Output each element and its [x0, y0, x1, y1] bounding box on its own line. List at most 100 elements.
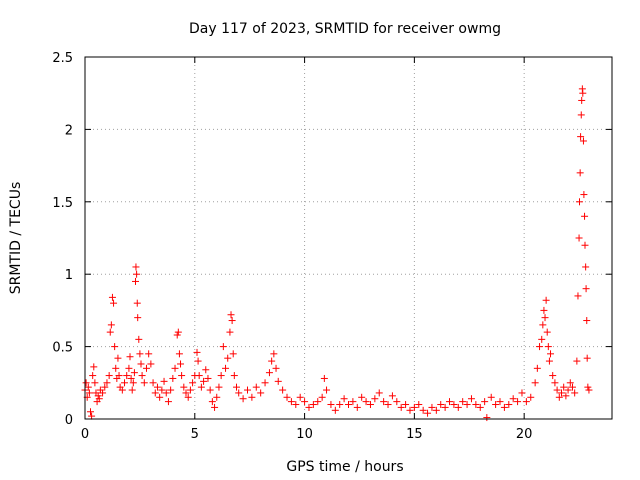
data-point	[481, 398, 489, 406]
data-point	[215, 383, 223, 391]
data-point	[86, 408, 94, 416]
data-point	[206, 386, 214, 394]
x-tick-label: 0	[81, 427, 89, 442]
data-point	[358, 393, 366, 401]
data-point	[197, 383, 205, 391]
data-point	[182, 389, 190, 397]
data-point	[132, 277, 140, 285]
data-point	[186, 386, 194, 394]
data-point	[110, 299, 118, 307]
data-point	[424, 409, 432, 417]
data-point	[252, 383, 260, 391]
data-point	[135, 335, 143, 343]
data-point	[579, 137, 587, 145]
y-tick-label: 1.5	[52, 196, 73, 211]
data-point	[566, 379, 574, 387]
data-point	[292, 401, 300, 409]
data-point	[138, 372, 146, 380]
data-point	[580, 191, 588, 199]
data-point	[268, 357, 276, 365]
data-point	[577, 111, 585, 119]
data-point	[581, 212, 589, 220]
data-point	[136, 350, 144, 358]
data-point	[89, 372, 97, 380]
data-point	[463, 401, 471, 409]
data-point	[270, 350, 278, 358]
data-point	[536, 343, 544, 351]
data-point	[239, 395, 247, 403]
data-point	[574, 292, 582, 300]
data-point	[576, 198, 584, 206]
data-points	[81, 85, 593, 422]
data-point	[171, 364, 179, 372]
y-tick-label: 0.5	[52, 341, 73, 356]
data-point	[476, 403, 484, 411]
data-point	[257, 389, 265, 397]
data-point	[94, 392, 102, 400]
data-point	[200, 377, 208, 385]
data-point	[353, 403, 361, 411]
data-point	[103, 379, 111, 387]
data-point	[180, 383, 188, 391]
data-point	[428, 403, 436, 411]
data-point	[145, 350, 153, 358]
data-point	[483, 414, 491, 422]
data-point	[582, 285, 590, 293]
data-point	[177, 360, 185, 368]
x-tick-label: 10	[296, 427, 313, 442]
data-point	[432, 406, 440, 414]
x-tick-label: 15	[406, 427, 423, 442]
data-point	[545, 357, 553, 365]
data-point	[533, 364, 541, 372]
x-axis-label: GPS time / hours	[286, 459, 403, 475]
data-point	[126, 353, 134, 361]
data-point	[375, 389, 383, 397]
data-point	[227, 311, 235, 319]
data-point	[204, 374, 212, 382]
data-point	[585, 386, 593, 394]
data-point	[101, 383, 109, 391]
y-tick-label: 2	[65, 123, 73, 138]
data-point	[88, 412, 96, 420]
data-point	[562, 392, 570, 400]
data-point	[283, 393, 291, 401]
data-point	[514, 398, 522, 406]
data-point	[402, 401, 410, 409]
data-point	[248, 393, 256, 401]
data-point	[301, 398, 309, 406]
data-point	[349, 398, 357, 406]
data-point	[549, 372, 557, 380]
data-point	[142, 364, 150, 372]
data-point	[147, 360, 155, 368]
data-point	[158, 386, 166, 394]
data-point	[531, 379, 539, 387]
data-point	[331, 406, 339, 414]
data-point	[406, 406, 414, 414]
grid-lines	[85, 57, 612, 419]
data-point	[496, 398, 504, 406]
data-point	[393, 398, 401, 406]
data-point	[222, 364, 230, 372]
data-point	[579, 89, 587, 97]
data-point	[575, 234, 583, 242]
axis-ticks: 0 5 10 15 20 0 0.5 1 1.5 2 2.5	[52, 51, 612, 442]
data-point	[184, 393, 192, 401]
data-point	[454, 403, 462, 411]
data-point	[235, 389, 243, 397]
data-point	[472, 401, 480, 409]
data-point	[555, 393, 563, 401]
data-point	[397, 403, 405, 411]
data-point	[114, 354, 122, 362]
data-point	[450, 401, 458, 409]
data-point	[84, 383, 92, 391]
data-point	[505, 401, 513, 409]
data-point	[118, 386, 126, 394]
data-point	[149, 379, 157, 387]
data-point	[362, 398, 370, 406]
data-point	[577, 133, 585, 141]
data-point	[320, 374, 328, 382]
data-point	[560, 383, 568, 391]
data-point	[228, 317, 236, 325]
y-axis-label: SRMTID / TECUs	[8, 182, 24, 295]
data-point	[547, 350, 555, 358]
